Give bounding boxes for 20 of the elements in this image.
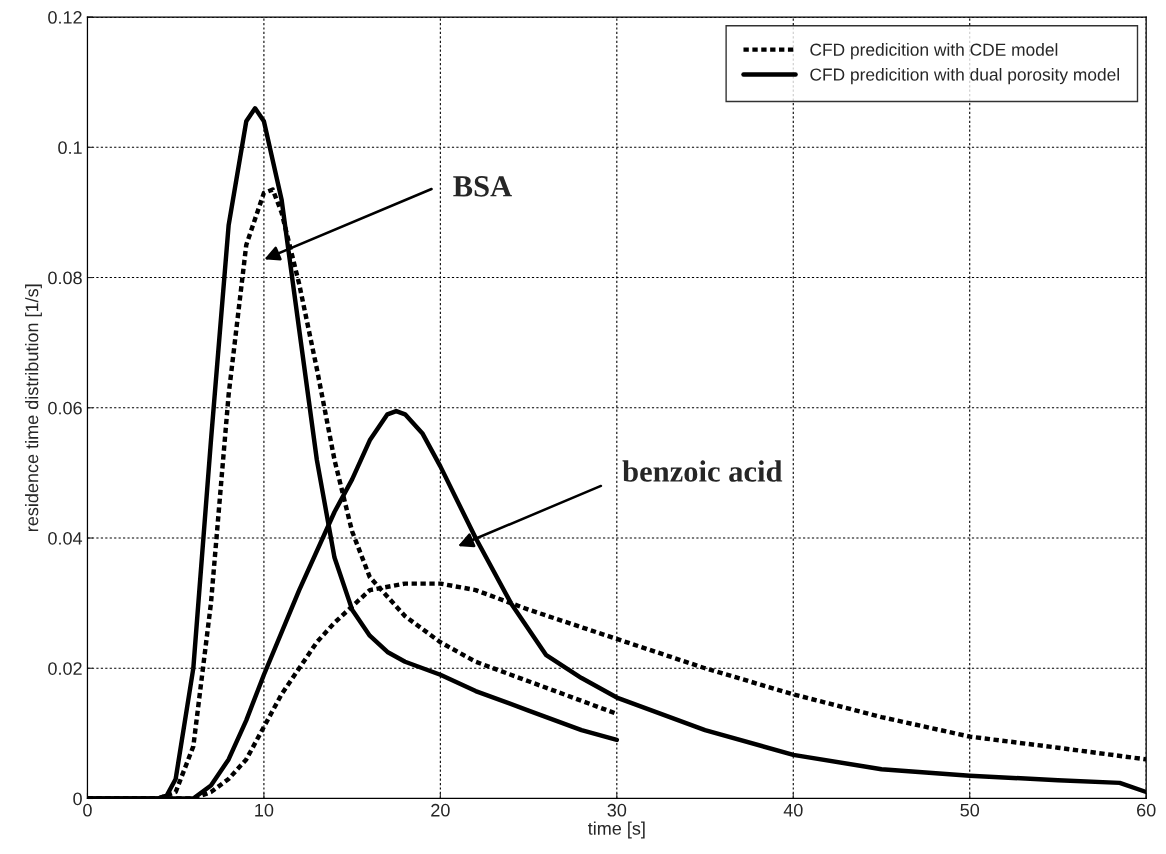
legend-label: CFD predicition with CDE model xyxy=(810,43,1058,60)
y-tick-label: 0.04 xyxy=(48,531,83,545)
x-tick-label: 20 xyxy=(431,803,450,817)
y-tick-label: 0.06 xyxy=(48,401,82,415)
annotation: benzoic acid xyxy=(622,460,783,482)
x-axis-title: time [s] xyxy=(588,821,645,839)
x-tick-label: 0 xyxy=(83,803,92,817)
x-tick-label: 10 xyxy=(255,803,274,817)
y-axis-title: residence time distribution [1/s] xyxy=(25,284,42,532)
y-tick-label: 0.08 xyxy=(48,271,82,285)
x-tick-label: 50 xyxy=(960,803,980,817)
x-tick-label: 30 xyxy=(607,803,627,817)
y-tick-label: 0.02 xyxy=(48,662,82,675)
legend-label: CFD predicition with dual porosity model xyxy=(810,67,1119,85)
y-tick-label: 0.12 xyxy=(48,11,82,24)
x-tick-label: 40 xyxy=(783,803,803,817)
annotation: BSA xyxy=(453,176,512,197)
x-tick-label: 60 xyxy=(1137,803,1156,817)
y-tick-label: 0.1 xyxy=(58,141,82,155)
y-tick-label: 0 xyxy=(73,792,82,806)
